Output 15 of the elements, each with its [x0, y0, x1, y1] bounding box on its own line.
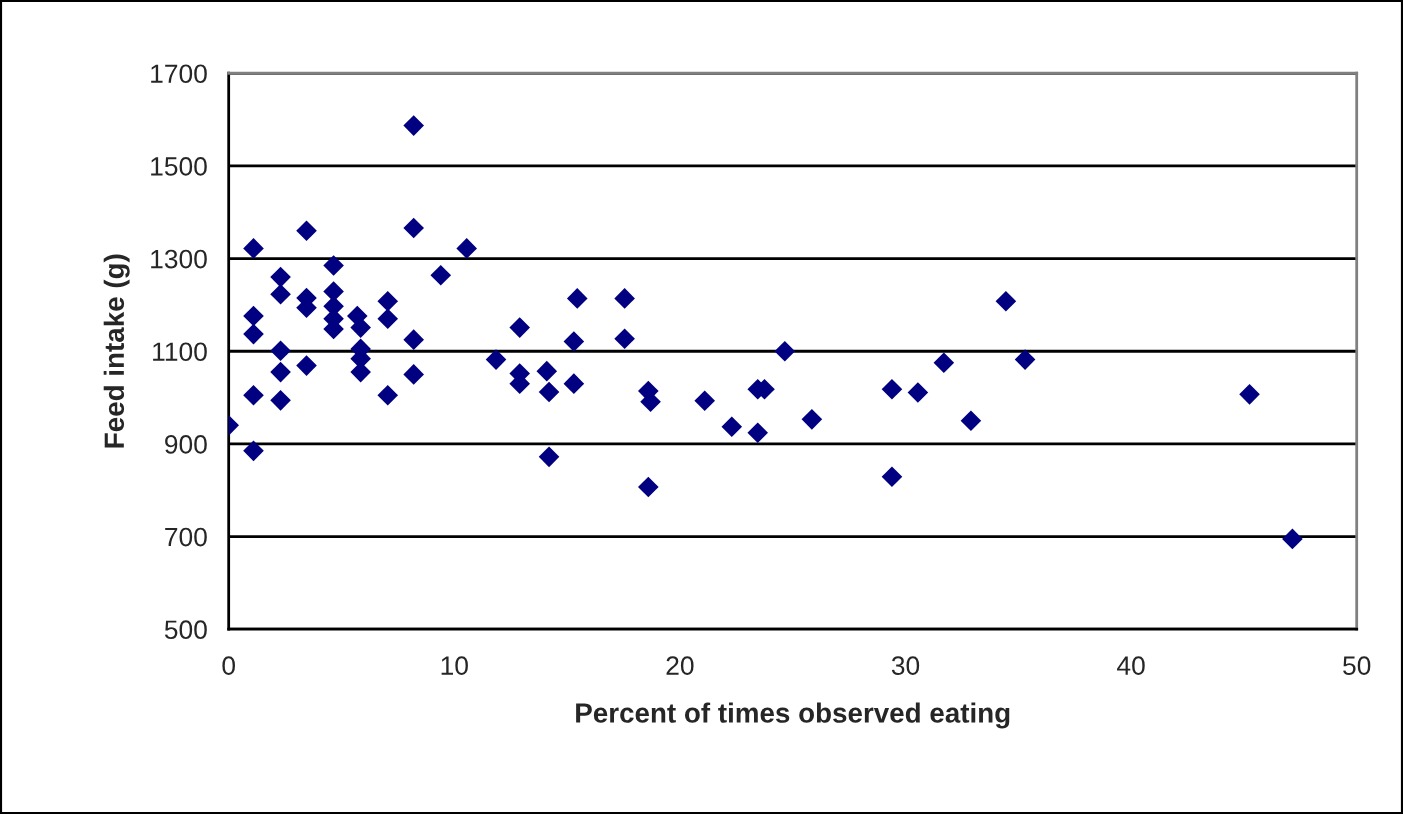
- y-tick-label: 1300: [151, 249, 207, 269]
- x-tick-label: 20: [666, 656, 694, 675]
- y-tick-label: 1100: [153, 342, 207, 362]
- x-tick-label: 10: [441, 656, 468, 675]
- y-tick-label: 700: [165, 527, 207, 547]
- y-tick-label: 1500: [151, 157, 207, 176]
- x-tick-label: 30: [891, 656, 920, 675]
- y-tick-label: 900: [165, 435, 207, 454]
- y-tick-label: 500: [164, 620, 207, 640]
- y-tick-label: 1700: [151, 64, 207, 84]
- y-axis-title: Feed intake (g): [103, 254, 130, 448]
- x-tick-label: 50: [1343, 656, 1371, 675]
- x-tick-label: 40: [1117, 656, 1145, 675]
- x-tick-label: 0: [222, 656, 235, 675]
- x-axis-title: Percent of times observed eating: [576, 702, 1010, 729]
